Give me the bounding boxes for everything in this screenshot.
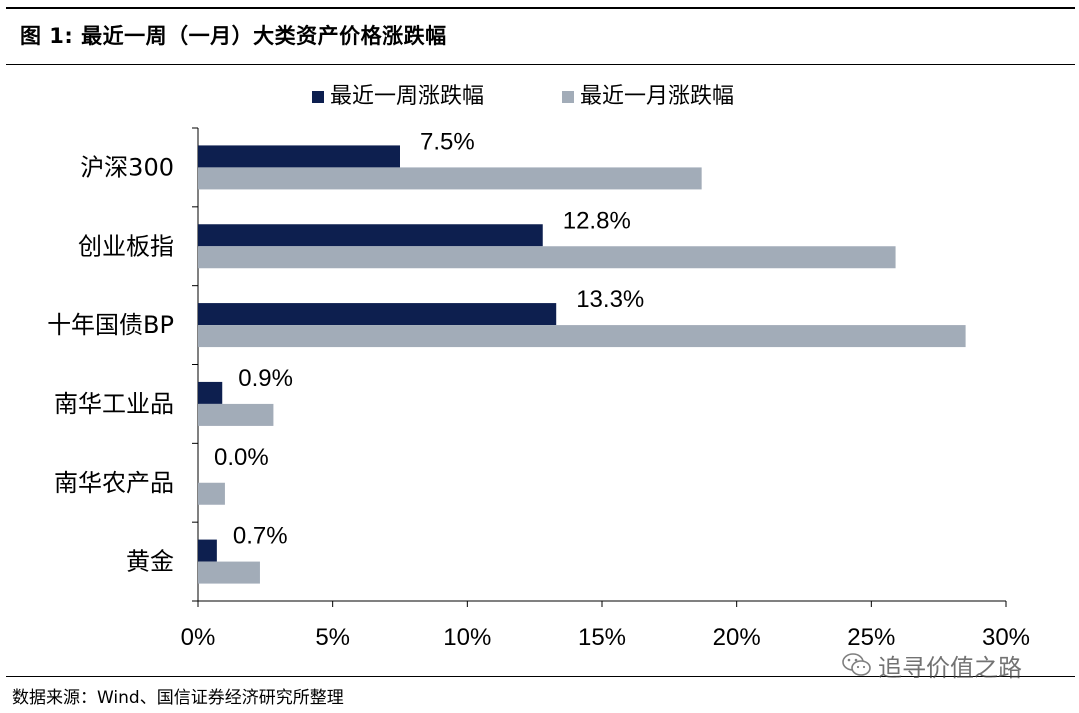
data-label: 7.5% [420,128,475,155]
chart-header: 图 1: 最近一周（一月）大类资产价格涨跌幅 [0,0,1079,68]
bar-monthly [198,167,702,190]
legend-swatch [312,91,324,103]
data-label: 0.7% [233,523,288,550]
chart-title: 图 1: 最近一周（一月）大类资产价格涨跌幅 [20,24,447,48]
top-rule [6,7,1075,9]
bar-monthly [198,325,966,348]
bar-monthly [198,403,274,426]
category-label: 黄金 [126,548,174,576]
source-note: 数据来源：Wind、国信证券经济研究所整理 [12,688,344,708]
bar-monthly [198,482,225,505]
footer-rule [6,676,1075,677]
x-tick-label: 10% [443,624,491,651]
data-label: 12.8% [563,207,631,234]
category-label: 沪深300 [80,153,174,181]
category-label: 创业板指 [78,232,174,260]
category-label: 南华农产品 [54,469,174,497]
data-label: 0.0% [214,444,269,471]
legend-swatch [562,91,574,103]
wechat-icon [842,652,872,678]
bar-chart: 0% 5% 10% 15% 20% 25% 30% 沪深300 7.5% 创业板指 12.8% 十年国… [47,84,1030,651]
watermark-text: 追寻价值之路 [878,653,1022,682]
bar-weekly [198,381,223,404]
watermark: 追寻价值之路 [842,650,1022,682]
data-label: 0.9% [238,365,293,392]
category-label: 南华工业品 [54,390,174,418]
header-rule [6,64,1075,65]
x-tick-label: 5% [315,624,350,651]
legend-label: 最近一周涨跌幅 [330,84,484,109]
bar-monthly [198,246,896,269]
bar-weekly [198,539,217,562]
x-tick-label: 15% [578,624,626,651]
legend-label: 最近一月涨跌幅 [580,84,734,109]
bar-weekly [198,224,543,247]
x-tick-label: 20% [713,624,761,651]
category-label: 十年国债BP [47,311,174,339]
bar-weekly [198,303,557,326]
x-tick-label: 25% [847,624,895,651]
data-label: 13.3% [576,286,644,313]
x-tick-label: 30% [982,624,1030,651]
bar-weekly [198,145,400,168]
bar-monthly [198,561,260,584]
x-tick-label: 0% [181,624,216,651]
